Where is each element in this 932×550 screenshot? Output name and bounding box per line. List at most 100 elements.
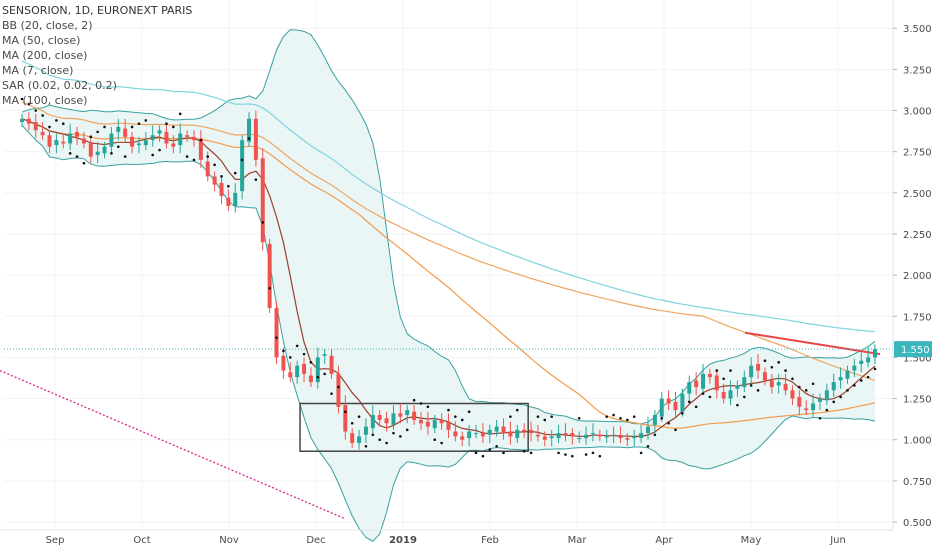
candle-body	[749, 365, 754, 378]
x-tick-label: Feb	[481, 535, 499, 546]
candle-body	[501, 426, 506, 434]
sar-dot	[598, 454, 602, 458]
x-tick-label: May	[741, 535, 762, 546]
sar-dot	[715, 369, 719, 372]
candle-body	[171, 143, 176, 147]
sar-dot	[89, 135, 93, 139]
candle-body	[336, 373, 341, 407]
candle-body	[474, 433, 479, 435]
candle-body	[75, 131, 80, 137]
candle-body	[804, 408, 809, 411]
candle-body	[178, 133, 183, 146]
sar-dot	[577, 417, 581, 420]
x-tick-label: Mar	[568, 535, 588, 546]
sar-dot	[392, 431, 395, 435]
sar-dot	[323, 372, 326, 376]
sar-dot	[687, 400, 691, 404]
candle-body	[460, 436, 465, 440]
candle-body	[645, 426, 650, 434]
y-tick-label: 2.250	[903, 230, 932, 241]
candle-body	[776, 382, 781, 386]
candle-body	[281, 355, 286, 371]
candle-body	[824, 390, 829, 401]
y-tick-label: 1.000	[903, 436, 932, 447]
sar-dot	[137, 122, 141, 125]
drawn-lines	[0, 331, 893, 520]
y-tick-label: 1.500	[903, 353, 932, 364]
candle-body	[467, 431, 472, 439]
candle-body	[198, 138, 203, 160]
sar-dot	[460, 418, 464, 422]
sar-dot	[199, 138, 203, 142]
candle-body	[515, 429, 520, 439]
sar-dot	[495, 444, 498, 448]
sar-dot	[605, 415, 609, 418]
candle-body	[370, 415, 375, 429]
candle-body	[123, 128, 128, 137]
sar-dot	[798, 385, 801, 389]
sar-dot	[254, 178, 258, 181]
sar-dot	[591, 451, 595, 455]
candle-body	[185, 135, 190, 137]
sar-dot	[777, 361, 780, 364]
x-tick-label: Dec	[306, 535, 325, 546]
sar-dot	[268, 286, 271, 290]
sar-dot	[811, 382, 815, 386]
sar-dot	[784, 369, 787, 372]
candle-body	[136, 143, 141, 146]
sar-dot	[522, 449, 526, 453]
sar-dot	[653, 433, 657, 437]
candle-body	[831, 382, 836, 391]
candle-body	[253, 118, 258, 160]
candle-body	[322, 354, 327, 356]
candle-body	[494, 426, 499, 432]
sar-dot	[385, 441, 388, 445]
sar-dot	[763, 359, 767, 363]
candle-body	[735, 385, 740, 389]
sar-dot	[550, 415, 553, 418]
candle-body	[625, 438, 630, 440]
y-tick-label: 2.500	[903, 189, 932, 200]
legend-bb: BB (20, close, 2)	[2, 19, 93, 32]
sar-dot	[309, 361, 313, 364]
candle-body	[611, 434, 616, 436]
sar-dot	[481, 454, 485, 458]
resistance-line	[744, 331, 881, 356]
candle-body	[398, 413, 403, 417]
candle-body	[377, 415, 382, 420]
sar-dot	[247, 137, 251, 140]
sar-dot	[804, 389, 808, 392]
bb-lower	[21, 124, 876, 542]
sar-dot	[426, 405, 430, 409]
candle-body	[742, 377, 747, 388]
candle-body	[604, 436, 609, 438]
candle-body	[783, 383, 788, 391]
sar-dot	[825, 408, 829, 412]
sar-dot	[275, 336, 278, 339]
candle-body	[680, 393, 685, 412]
sar-dot	[261, 221, 265, 224]
sar-dot	[729, 369, 732, 372]
bb-upper	[21, 29, 876, 425]
candle-body	[308, 375, 313, 383]
sar-dot	[371, 433, 375, 437]
sar-dot	[818, 417, 822, 420]
candle-body	[47, 135, 52, 147]
sar-dot	[288, 356, 292, 359]
candle-body	[762, 372, 767, 381]
sar-dot	[853, 384, 856, 387]
x-tick-label: Nov	[219, 535, 239, 546]
consolidation-box	[299, 402, 529, 452]
candle-body	[412, 411, 417, 420]
sar-dot	[660, 417, 664, 420]
candle-body	[418, 419, 423, 424]
candle-body	[487, 429, 492, 435]
sar-dot	[681, 412, 684, 415]
x-tick-label: Apr	[655, 535, 673, 546]
candle-body	[577, 438, 582, 440]
candle-body	[694, 380, 699, 388]
sar-dot	[756, 389, 760, 392]
sar-dot	[722, 377, 725, 381]
candle-body	[191, 136, 196, 141]
y-tick-label: 2.000	[903, 271, 932, 282]
